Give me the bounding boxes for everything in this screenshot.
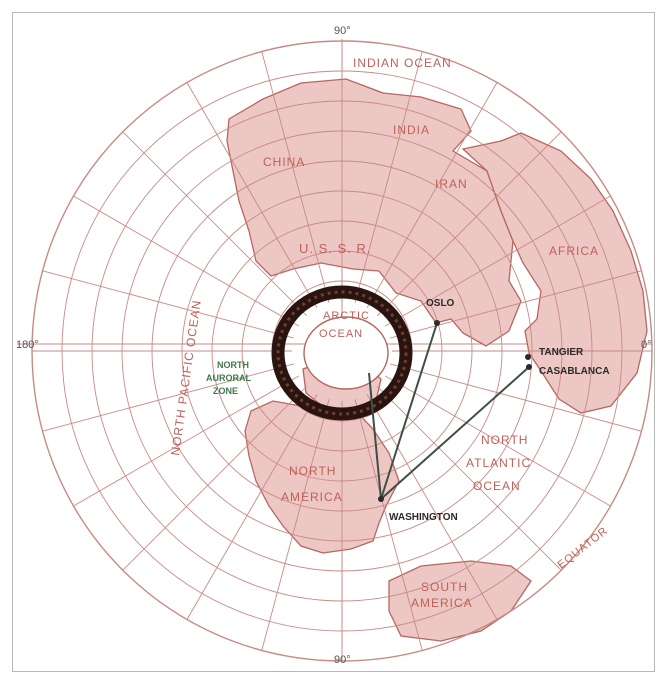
washington-marker: [378, 496, 384, 502]
label-north-atlantic-line3: OCEAN: [473, 479, 521, 493]
longitude-line: [390, 270, 642, 339]
label-oslo: OSLO: [426, 298, 455, 309]
longitude-line: [354, 51, 423, 303]
arctic-circle: [303, 316, 389, 390]
label-equator: EQUATOR: [555, 525, 610, 572]
label-casablanca: CASABLANCA: [539, 366, 610, 377]
longitude-line: [186, 394, 318, 620]
label-auroral-zone-line1: NORTH: [217, 360, 249, 370]
casablanca-marker: [526, 364, 532, 370]
longitude-line: [366, 394, 498, 620]
degree-label-bottom: 90°: [334, 654, 351, 666]
longitude-line: [261, 399, 330, 651]
degree-label-top: 90°: [334, 25, 351, 37]
tangier-marker: [525, 354, 531, 360]
label-south-america-line1: SOUTH: [421, 580, 468, 594]
degree-label-left: 180°: [16, 339, 39, 351]
label-north-america-line1: NORTH: [289, 464, 336, 478]
longitude-line: [122, 131, 307, 316]
label-south-america-line2: AMERICA: [411, 596, 473, 610]
longitude-line: [73, 195, 299, 327]
label-north-america-line2: AMERICA: [281, 490, 343, 504]
label-north-atlantic-line2: ATLANTIC: [466, 456, 531, 470]
longitude-line: [186, 82, 318, 308]
north-auroral-zone-ring-inner: [276, 290, 408, 416]
longitude-line: [385, 375, 611, 507]
longitude-line: [122, 386, 307, 571]
longitude-line: [366, 82, 498, 308]
degree-label-right: 0°: [641, 339, 652, 351]
label-iran: IRAN: [435, 177, 468, 191]
longitude-line: [261, 51, 330, 303]
land-africa: [461, 132, 648, 414]
label-india: INDIA: [393, 123, 430, 137]
label-washington: WASHINGTON: [389, 512, 458, 523]
label-ussr: U. S. S. R.: [299, 241, 371, 256]
route-oslo-inner: [368, 372, 382, 500]
longitude-line: [354, 399, 423, 651]
label-arctic-line1: ARCTIC: [323, 310, 370, 322]
label-africa: AFRICA: [549, 244, 599, 258]
label-china: CHINA: [263, 155, 305, 169]
longitude-line: [42, 363, 294, 432]
longitude-line: [73, 375, 299, 507]
label-arctic-line2: OCEAN: [319, 328, 363, 340]
label-north-pacific-ocean: NORTH PACIFIC OCEAN: [168, 299, 204, 457]
oslo-marker: [434, 320, 440, 326]
label-tangier: TANGIER: [539, 347, 584, 358]
route-washington-oslo: [380, 322, 438, 500]
label-indian-ocean: INDIAN OCEAN: [353, 56, 452, 70]
longitude-line: [377, 131, 562, 316]
longitude-line: [42, 270, 294, 339]
longitude-lines: [32, 41, 652, 661]
routes: [368, 322, 530, 500]
longitude-line: [390, 363, 642, 432]
label-north-atlantic-line1: NORTH: [481, 433, 528, 447]
route-washington-tangier: [380, 366, 530, 500]
label-auroral-zone-line3: ZONE: [213, 386, 238, 396]
polar-map-frame: 90° 90° 180° 0° INDIAN OCEAN NORTH PACIF…: [12, 12, 655, 672]
label-auroral-zone-line2: AURORAL: [206, 373, 251, 383]
land-asia-europe: [226, 78, 522, 347]
polar-projection-map: 90° 90° 180° 0° INDIAN OCEAN NORTH PACIF…: [16, 25, 653, 666]
longitude-line: [385, 195, 611, 327]
